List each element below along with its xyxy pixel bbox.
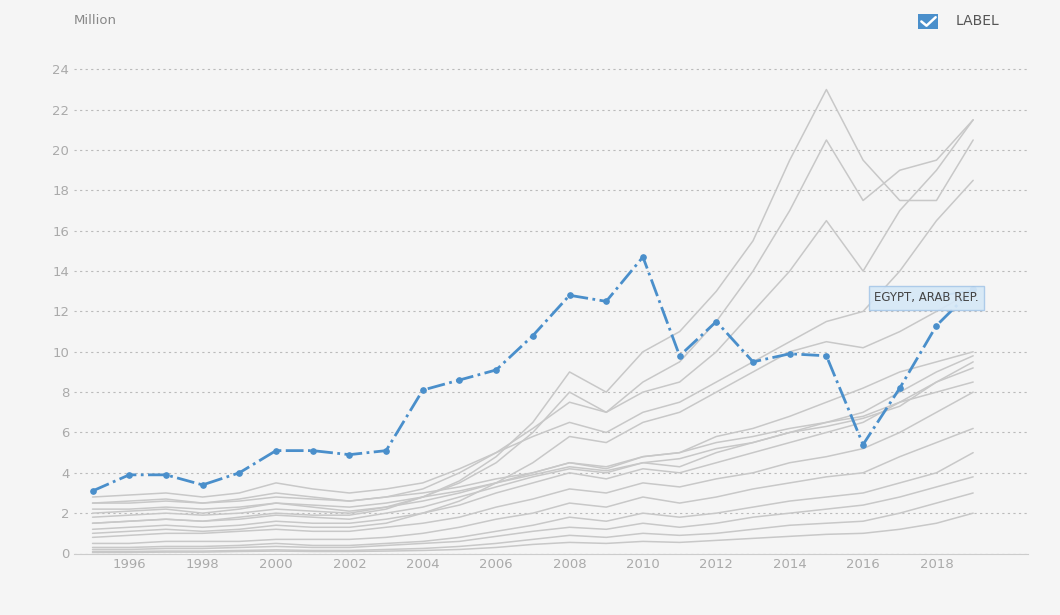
Text: EGYPT, ARAB REP.: EGYPT, ARAB REP. — [874, 288, 978, 304]
Text: LABEL: LABEL — [956, 15, 1000, 28]
FancyBboxPatch shape — [918, 14, 938, 28]
Text: Million: Million — [74, 14, 118, 26]
